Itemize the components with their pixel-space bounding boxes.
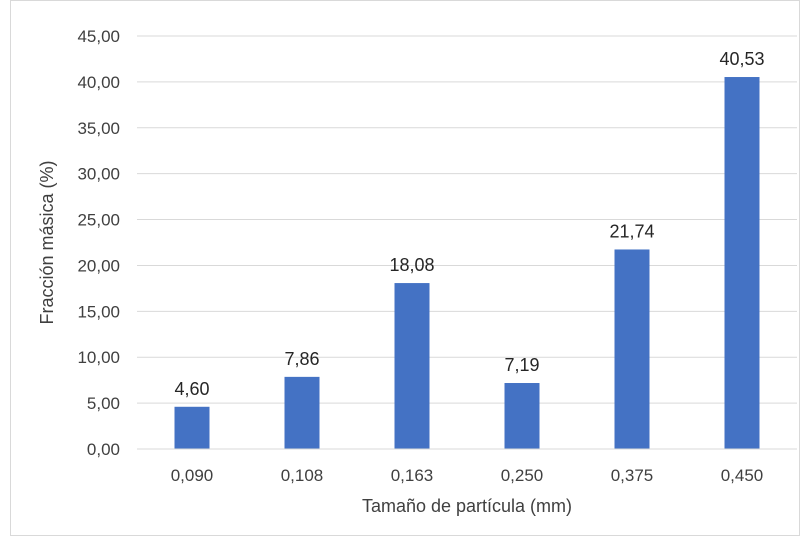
bar-value-label: 7,86 [284, 349, 319, 369]
y-tick-label: 10,00 [77, 348, 120, 367]
y-tick-label: 25,00 [77, 211, 120, 230]
bar [174, 406, 210, 449]
y-tick-label: 45,00 [77, 27, 120, 46]
bar [504, 383, 540, 449]
y-tick-label: 0,00 [87, 440, 120, 459]
x-axis-ticks: 0,090 0,108 0,163 0,250 0,375 0,450 [171, 466, 764, 485]
x-tick-label: 0,250 [501, 466, 544, 485]
y-tick-label: 40,00 [77, 73, 120, 92]
bar [724, 77, 760, 450]
y-axis-ticks: 0,00 5,00 10,00 15,00 20,00 25,00 30,00 35,00 40… [77, 27, 120, 459]
bar [284, 376, 320, 449]
bar-value-label: 40,53 [719, 49, 764, 69]
y-tick-label: 35,00 [77, 119, 120, 138]
y-tick-label: 30,00 [77, 165, 120, 184]
x-axis-title: Tamaño de partícula (mm) [362, 496, 572, 516]
bar [614, 249, 650, 449]
bars [174, 77, 760, 450]
x-tick-label: 0,450 [721, 466, 764, 485]
y-axis-title: Fracción másica (%) [37, 160, 57, 324]
x-tick-label: 0,108 [281, 466, 324, 485]
x-tick-label: 0,375 [611, 466, 654, 485]
bar-value-label: 4,60 [174, 379, 209, 399]
y-tick-label: 5,00 [87, 394, 120, 413]
bar-value-label: 18,08 [389, 255, 434, 275]
bar-value-label: 21,74 [609, 221, 654, 241]
bar [394, 283, 430, 449]
data-labels: 4,60 7,86 18,08 7,19 21,74 40,53 [174, 49, 764, 399]
bar-value-label: 7,19 [504, 355, 539, 375]
x-tick-label: 0,163 [391, 466, 434, 485]
gridlines [137, 35, 797, 404]
y-tick-label: 15,00 [77, 302, 120, 321]
y-tick-label: 20,00 [77, 256, 120, 275]
x-tick-label: 0,090 [171, 466, 214, 485]
